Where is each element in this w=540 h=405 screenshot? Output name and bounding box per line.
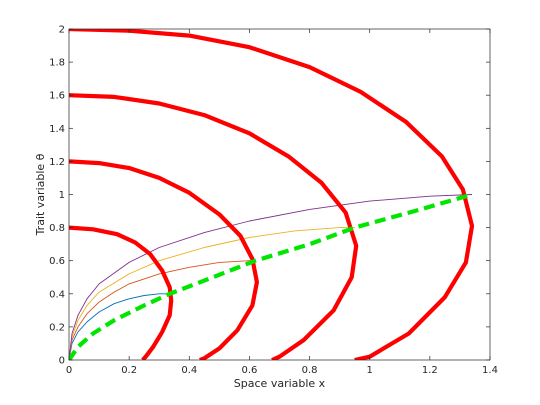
x-tick-label: 0.4 xyxy=(181,365,197,376)
y-tick-label: 2 xyxy=(59,25,65,36)
series-line-0 xyxy=(69,225,174,360)
y-tick-label: 1.6 xyxy=(49,91,65,102)
y-tick-label: 1.2 xyxy=(49,157,65,168)
x-tick-label: 0.2 xyxy=(121,365,137,376)
plot-area xyxy=(69,29,475,360)
x-tick-label: 1 xyxy=(367,365,373,376)
x-axis-label: Space variable x xyxy=(234,377,326,390)
y-tick-label: 0.8 xyxy=(49,223,65,234)
series-line-1 xyxy=(69,159,259,360)
ticks: 0 0.2 0.4 0.6 0.8 1 1.2 1.4 0 0.2 0.4 0.6 0.8 1 1.2 1.4… xyxy=(49,25,498,377)
y-tick-label: 1.4 xyxy=(49,124,65,135)
x-tick-label: 0.6 xyxy=(241,365,257,376)
x-tick-label: 1.4 xyxy=(482,365,498,376)
y-tick-label: 1.8 xyxy=(49,58,65,69)
x-tick-label: 0 xyxy=(66,365,72,376)
y-tick-label: 0.2 xyxy=(49,322,65,333)
series-line-5 xyxy=(69,293,170,360)
y-tick-label: 1 xyxy=(59,190,65,201)
series-line-4 xyxy=(69,192,473,360)
series-line-7 xyxy=(69,227,355,360)
x-tick-label: 1.2 xyxy=(422,365,438,376)
y-tick-label: 0.6 xyxy=(49,256,65,267)
y-axis-label: Trait variable θ xyxy=(34,153,47,236)
series-line-2 xyxy=(69,93,359,360)
x-tick-label: 0.8 xyxy=(302,365,318,376)
y-tick-label: 0 xyxy=(59,356,65,367)
y-tick-label: 0.4 xyxy=(49,289,65,300)
series-line-6 xyxy=(69,260,256,360)
series-line-3 xyxy=(69,29,475,360)
series-line-8 xyxy=(69,194,473,360)
